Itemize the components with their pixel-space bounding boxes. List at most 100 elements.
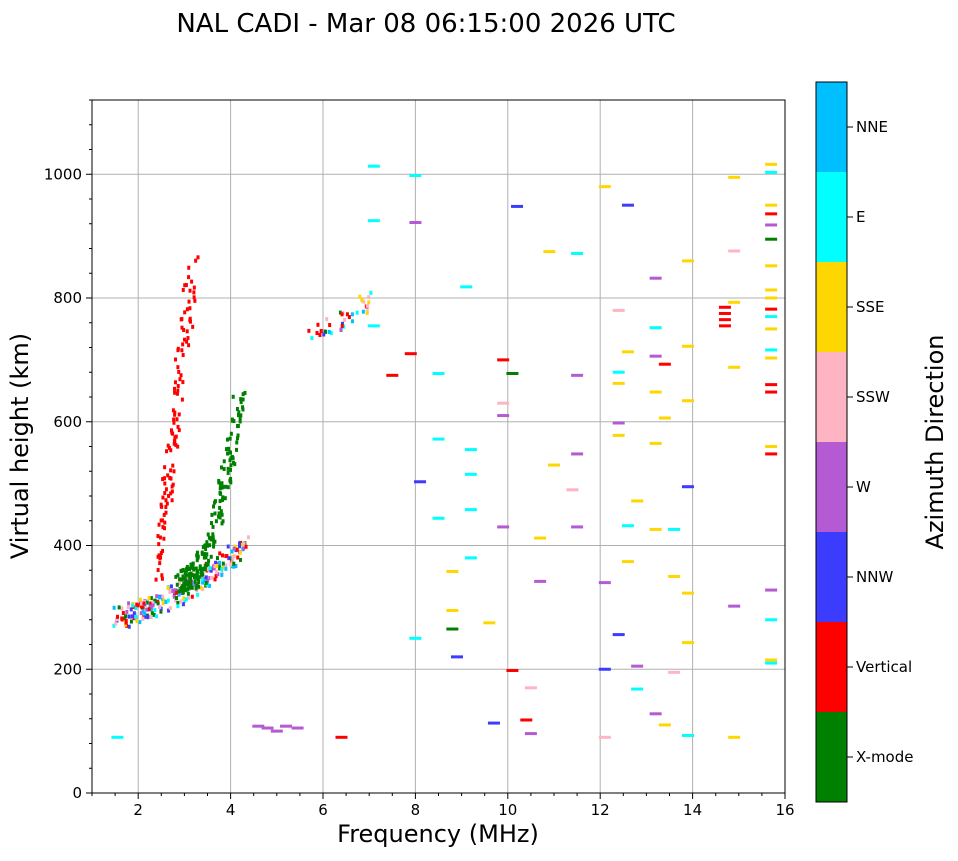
echo-mark bbox=[226, 470, 230, 475]
echo-mark bbox=[193, 298, 197, 303]
echo-mark bbox=[200, 550, 204, 555]
echo-mark bbox=[181, 380, 185, 385]
echo-mark bbox=[185, 564, 189, 569]
echo-mark bbox=[146, 615, 150, 620]
echo-mark bbox=[681, 641, 694, 645]
echo-mark bbox=[138, 597, 142, 602]
colorbar-tick-label: W bbox=[856, 478, 871, 496]
echo-mark bbox=[728, 735, 741, 739]
echo-mark bbox=[252, 724, 265, 728]
echo-mark bbox=[196, 592, 200, 597]
echo-mark bbox=[182, 327, 186, 332]
echo-mark bbox=[135, 619, 139, 624]
echo-mark bbox=[612, 433, 625, 437]
echo-mark bbox=[175, 391, 179, 396]
colorbar-tick-label: Vertical bbox=[856, 658, 912, 676]
echo-mark bbox=[192, 285, 196, 290]
echo-mark bbox=[214, 574, 218, 579]
echo-mark bbox=[209, 536, 213, 541]
echo-mark bbox=[219, 465, 223, 470]
echo-mark bbox=[176, 384, 180, 389]
echo-mark bbox=[571, 251, 584, 255]
echo-mark bbox=[765, 315, 778, 319]
echo-mark bbox=[124, 614, 128, 619]
echo-mark bbox=[234, 564, 238, 569]
echo-mark bbox=[194, 586, 198, 591]
echo-mark bbox=[231, 394, 235, 399]
echo-mark bbox=[235, 447, 239, 452]
echo-mark bbox=[142, 599, 146, 604]
echo-mark bbox=[238, 541, 242, 546]
echo-mark bbox=[197, 575, 201, 580]
echo-mark bbox=[194, 258, 198, 263]
echo-mark bbox=[765, 223, 778, 227]
echo-mark bbox=[224, 554, 228, 559]
echo-mark bbox=[361, 309, 365, 314]
echo-mark bbox=[145, 600, 149, 605]
echo-mark bbox=[179, 599, 183, 604]
echo-mark bbox=[196, 575, 200, 580]
echo-mark bbox=[129, 619, 133, 624]
echo-mark bbox=[156, 568, 160, 573]
echo-mark bbox=[365, 311, 369, 316]
echo-mark bbox=[188, 306, 192, 311]
echo-mark bbox=[631, 687, 644, 691]
echo-mark bbox=[347, 315, 351, 320]
echo-mark bbox=[224, 447, 228, 452]
echo-mark bbox=[365, 303, 369, 308]
echo-mark bbox=[154, 577, 158, 582]
echo-mark bbox=[177, 589, 181, 594]
echo-mark bbox=[765, 445, 778, 448]
echo-mark bbox=[235, 436, 239, 441]
echo-mark bbox=[235, 547, 239, 552]
echo-mark bbox=[231, 456, 235, 461]
echo-mark bbox=[209, 554, 213, 559]
x-tick-label: 6 bbox=[318, 801, 328, 819]
echo-mark bbox=[212, 566, 216, 571]
echo-mark bbox=[168, 606, 172, 611]
echo-mark bbox=[176, 573, 180, 578]
echo-mark bbox=[237, 410, 241, 415]
echo-mark bbox=[205, 567, 209, 572]
echo-mark bbox=[181, 586, 185, 591]
echo-mark bbox=[166, 443, 170, 448]
echo-mark bbox=[367, 219, 380, 223]
echo-mark bbox=[226, 544, 230, 549]
echo-mark bbox=[180, 577, 184, 582]
echo-mark bbox=[193, 579, 197, 584]
echo-mark bbox=[230, 549, 234, 554]
echo-mark bbox=[190, 279, 194, 284]
echo-mark bbox=[181, 288, 185, 293]
y-tick-label: 800 bbox=[53, 289, 82, 307]
echo-mark bbox=[612, 421, 625, 425]
echo-mark bbox=[188, 316, 192, 321]
echo-mark bbox=[206, 532, 210, 537]
colorbar-tick-label: NNE bbox=[856, 118, 888, 136]
echo-mark bbox=[194, 566, 198, 571]
echo-mark bbox=[157, 542, 161, 547]
echo-mark bbox=[195, 558, 199, 563]
echo-mark bbox=[233, 462, 237, 467]
echo-mark bbox=[621, 203, 634, 207]
echo-mark bbox=[213, 539, 217, 544]
colorbar-tick-label: NNW bbox=[856, 568, 893, 586]
echo-mark bbox=[180, 397, 184, 402]
echo-mark bbox=[157, 595, 161, 600]
echo-mark bbox=[161, 525, 165, 530]
echo-mark bbox=[177, 412, 181, 417]
echo-mark bbox=[173, 380, 177, 385]
echo-mark bbox=[450, 655, 463, 659]
echo-mark bbox=[464, 556, 477, 560]
echo-mark bbox=[612, 633, 625, 637]
echo-mark bbox=[174, 357, 178, 362]
echo-mark bbox=[718, 305, 731, 309]
colorbar-segment-nne bbox=[816, 82, 847, 172]
x-tick-label: 4 bbox=[226, 801, 236, 819]
echo-mark bbox=[132, 611, 136, 616]
echo-mark bbox=[350, 312, 354, 317]
echo-mark bbox=[167, 493, 171, 498]
echo-mark bbox=[172, 420, 176, 425]
echo-mark bbox=[169, 428, 173, 433]
echo-mark bbox=[566, 488, 579, 492]
echo-mark bbox=[148, 614, 152, 619]
